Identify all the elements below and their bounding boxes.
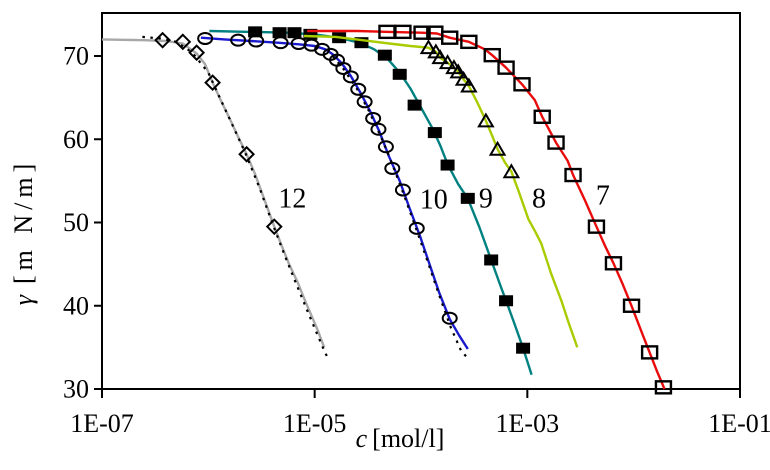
marker-open-square [564, 167, 582, 183]
x-tick-label: 1E-01 [708, 409, 770, 438]
marker-open-circle [365, 111, 382, 125]
y-tick-label: 40 [63, 291, 89, 320]
marker-open-square [394, 24, 412, 40]
marker-open-triangle [449, 63, 467, 79]
curve-line-8 [303, 34, 579, 348]
marker-open-square [533, 109, 551, 124]
marker-open-circle [408, 221, 425, 235]
x-tick-label: 1E-03 [496, 409, 560, 438]
y-axis-title: γ [m N/m] [9, 112, 39, 352]
marker-open-square [483, 47, 501, 63]
c-symbol: c [355, 424, 368, 453]
marker-open-circle [342, 70, 359, 84]
marker-open-triangle [460, 77, 478, 93]
marker-filled-square [287, 27, 302, 39]
marker-open-diamond [265, 218, 283, 236]
marker-open-triangle [488, 140, 507, 156]
marker-open-square [547, 135, 565, 150]
marker-open-square [622, 298, 641, 313]
marker-open-diamond [174, 33, 192, 51]
fit-line-12 [142, 35, 329, 358]
marker-open-circle [377, 140, 394, 154]
x-tick-label: 1E-05 [283, 409, 347, 438]
marker-open-triangle [438, 54, 457, 70]
curve-line-12 [101, 38, 326, 348]
marker-open-triangle [477, 112, 495, 128]
y-tick-label: 60 [63, 125, 89, 154]
series-7 [307, 29, 666, 390]
series-12 [101, 35, 329, 358]
marker-open-square [640, 345, 659, 360]
marker-filled-square [377, 49, 392, 61]
marker-open-circle [384, 161, 401, 175]
marker-filled-square [499, 295, 514, 307]
curve-line-7 [307, 29, 666, 390]
marker-filled-square [303, 28, 318, 40]
curve-label-8: 8 [532, 184, 546, 215]
curve-label-10: 10 [420, 185, 448, 216]
curve-label-9: 9 [479, 184, 493, 215]
marker-open-triangle [502, 163, 521, 179]
marker-filled-square [440, 159, 455, 171]
marker-filled-square [427, 127, 442, 139]
marker-open-square [497, 60, 515, 75]
gamma-symbol: γ [9, 290, 38, 306]
plot-frame [101, 12, 741, 390]
marker-filled-square [460, 192, 475, 204]
y-tick-label: 50 [63, 208, 89, 237]
marker-open-square [604, 256, 623, 271]
marker-open-circle [356, 95, 373, 109]
curve-label-12: 12 [278, 184, 306, 215]
marker-open-circle [394, 183, 411, 197]
marker-open-triangle [431, 49, 449, 65]
marker-open-square [460, 34, 478, 50]
marker-open-square [587, 219, 606, 234]
marker-open-circle [370, 122, 387, 136]
x-tick-label: 1E-07 [70, 409, 134, 438]
series-8 [303, 34, 579, 348]
marker-open-circle [441, 311, 458, 325]
marker-open-square [441, 30, 459, 45]
marker-open-circle [335, 61, 352, 75]
marker-open-circle [350, 82, 367, 96]
marker-open-diamond [238, 145, 256, 163]
marker-open-circle [230, 33, 247, 47]
marker-open-diamond [204, 74, 222, 92]
marker-filled-square [272, 27, 287, 39]
x-axis-title: c [mol/l] [295, 424, 505, 454]
marker-filled-square [392, 68, 407, 80]
marker-open-triangle [419, 39, 438, 55]
x-axis-units: [mol/l] [372, 424, 445, 453]
marker-filled-square [407, 99, 422, 111]
fit-line-10 [331, 55, 470, 360]
y-tick-label: 70 [63, 42, 89, 71]
curve-label-7: 7 [596, 180, 610, 211]
marker-filled-square [354, 37, 369, 49]
marker-open-diamond [188, 44, 206, 62]
marker-filled-square [484, 254, 499, 266]
marker-open-square [513, 77, 531, 92]
y-tick-label: 30 [63, 375, 89, 404]
marker-open-triangle [454, 70, 473, 86]
marker-filled-square [248, 26, 263, 38]
marker-open-square [654, 380, 673, 395]
marker-open-square [413, 25, 431, 40]
marker-open-circle [197, 32, 214, 46]
y-axis-units: [m N/m] [9, 158, 38, 285]
marker-filled-square [516, 342, 531, 354]
marker-open-diamond [154, 31, 172, 49]
